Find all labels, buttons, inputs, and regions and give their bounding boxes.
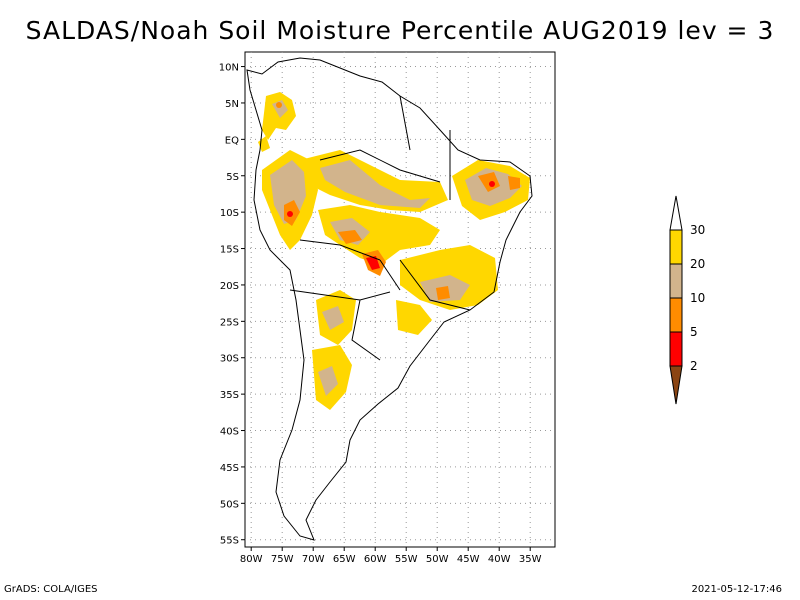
map-frame	[244, 51, 556, 548]
lat-label: 35S	[220, 390, 239, 401]
colorbar-bottom-arrow	[669, 365, 683, 405]
lat-label: 20S	[220, 281, 239, 292]
shade-parana	[396, 300, 432, 335]
lat-label: 25S	[220, 317, 239, 328]
lat-label: EQ	[225, 135, 239, 146]
lon-label: 80W	[240, 554, 263, 565]
coastlines	[246, 57, 533, 541]
lon-label: 75W	[271, 554, 294, 565]
lat-label: 10N	[219, 63, 239, 74]
colorbar-label-20: 20	[690, 257, 705, 271]
lon-label: 35W	[519, 554, 542, 565]
footer-credit: GrADS: COLA/IGES	[4, 584, 98, 595]
lon-label: 45W	[457, 554, 480, 565]
shade-pantanal-2	[366, 256, 380, 270]
shade-ne-brazil-4	[489, 181, 495, 187]
lon-label: 50W	[426, 554, 449, 565]
lon-label: 70W	[302, 554, 325, 565]
lat-label: 50S	[220, 499, 239, 510]
lat-label: 5S	[226, 172, 239, 183]
colorbar-label-10: 10	[690, 291, 705, 305]
percentile-shading	[258, 92, 530, 410]
lon-label: 55W	[395, 554, 418, 565]
latitude-labels: 10N 5N EQ 5S 10S 15S 20S 25S 30S 35S 40S 45S 50S 55S	[219, 63, 245, 547]
colorbar-label-30: 30	[690, 223, 705, 237]
lat-label: 10S	[220, 208, 239, 219]
shade-colombia-2	[272, 100, 288, 118]
shade-peru-4	[287, 211, 293, 217]
shade-ne-brazil-3	[478, 172, 500, 192]
lat-label: 45S	[220, 463, 239, 474]
colorbar-30	[669, 229, 683, 265]
colorbar: 30 20 10 5 2	[669, 195, 705, 405]
lat-label: 40S	[220, 427, 239, 438]
longitude-labels: 80W 75W 70W 65W 60W 55W 50W 45W 40W 35W	[240, 547, 542, 565]
shade-bolivia-3	[338, 230, 362, 244]
shade-se-brazil-3	[436, 286, 450, 300]
shade-argentina-central-2	[318, 366, 338, 396]
colorbar-top-arrow	[669, 195, 683, 231]
shade-argentina-north-2	[322, 306, 344, 330]
colorbar-5	[669, 331, 683, 367]
footer-timestamp: 2021-05-12-17:46	[691, 584, 782, 595]
shade-colombia-3	[276, 102, 282, 108]
lat-label: 5N	[225, 99, 239, 110]
map-title: SALDAS/Noah Soil Moisture Percentile AUG…	[25, 16, 775, 45]
country-borders	[289, 95, 471, 361]
lon-label: 40W	[488, 554, 511, 565]
lat-label: 15S	[220, 245, 239, 256]
lat-label: 30S	[220, 354, 239, 365]
south-america-outline	[246, 57, 533, 541]
shade-ne-brazil-5	[508, 176, 520, 190]
colorbar-20	[669, 263, 683, 299]
colorbar-label-5: 5	[690, 325, 698, 339]
colorbar-label-2: 2	[690, 359, 698, 373]
shade-amazon-2	[320, 160, 430, 208]
colorbar-10	[669, 297, 683, 333]
lon-label: 65W	[333, 554, 356, 565]
lat-label: 55S	[220, 536, 239, 547]
lon-label: 60W	[364, 554, 387, 565]
